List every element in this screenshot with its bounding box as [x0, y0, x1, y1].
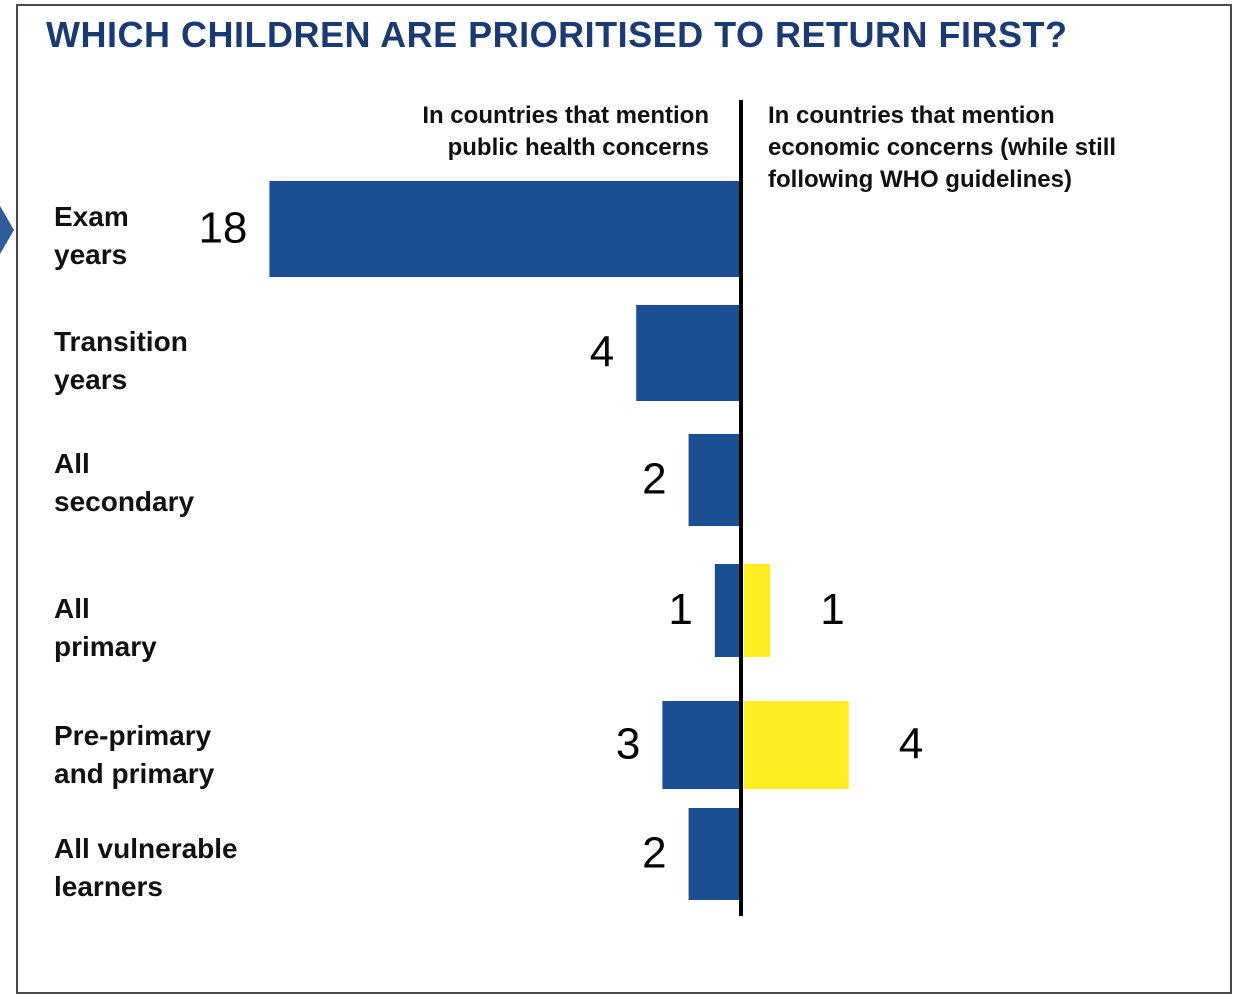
arrow-marker-icon: [0, 206, 14, 254]
category-label-line: All: [54, 593, 90, 624]
category-label-all-secondary: All secondary: [54, 445, 284, 521]
data-label-right-all-primary: 1: [820, 585, 844, 634]
right-header-line-3: following WHO guidelines): [768, 166, 1072, 193]
bar-left-exam-years: [269, 181, 741, 277]
left-header-line-2: public health concerns: [447, 134, 709, 161]
data-label-left-pre-primary-and-primary: 3: [616, 720, 640, 769]
category-label-pre-primary-and-primary: Pre-primary and primary: [54, 717, 284, 793]
category-label-line: years: [54, 364, 128, 395]
category-label-transition-years: Transition years: [54, 323, 284, 399]
left-header-line-1: In countries that mention: [422, 102, 709, 129]
bar-right-all-primary: [744, 564, 771, 657]
data-label-left-all-secondary: 2: [642, 455, 666, 504]
category-label-line: Pre-primary: [54, 720, 212, 751]
right-series-header: In countries that mention economic conce…: [768, 100, 1188, 196]
category-label-exam-years: Exam years: [54, 198, 284, 274]
category-label-line: primary: [54, 631, 157, 662]
category-label-line: learners: [54, 871, 163, 902]
data-label-left-all-primary: 1: [668, 585, 692, 634]
data-label-left-transition-years: 4: [590, 328, 614, 377]
category-label-line: secondary: [54, 486, 195, 517]
bar-left-all-primary: [714, 564, 741, 657]
category-label-line: All vulnerable: [54, 833, 238, 864]
category-label-line: and primary: [54, 758, 215, 789]
data-label-right-pre-primary-and-primary: 4: [899, 720, 923, 769]
data-label-left-exam-years: 18: [198, 204, 247, 253]
category-label-line: years: [54, 239, 128, 270]
right-header-line-1: In countries that mention: [768, 102, 1055, 129]
bar-left-all-vulnerable-learners: [688, 808, 741, 900]
bar-left-pre-primary-and-primary: [662, 701, 741, 789]
data-label-left-all-vulnerable-learners: 2: [642, 829, 666, 878]
bar-right-pre-primary-and-primary: [744, 701, 849, 789]
right-header-line-2: economic concerns (while still: [768, 134, 1117, 161]
left-series-header: In countries that mention public health …: [349, 100, 709, 164]
chart-title: WHICH CHILDREN ARE PRIORITISED TO RETURN…: [46, 14, 1068, 55]
category-label-all-vulnerable-learners: All vulnerable learners: [54, 830, 284, 906]
category-label-all-primary: All primary: [54, 590, 284, 666]
category-label-line: Exam: [54, 201, 129, 232]
category-label-line: All: [54, 448, 90, 479]
bar-left-transition-years: [636, 305, 741, 401]
category-label-line: Transition: [54, 326, 188, 357]
bar-left-all-secondary: [688, 434, 741, 526]
